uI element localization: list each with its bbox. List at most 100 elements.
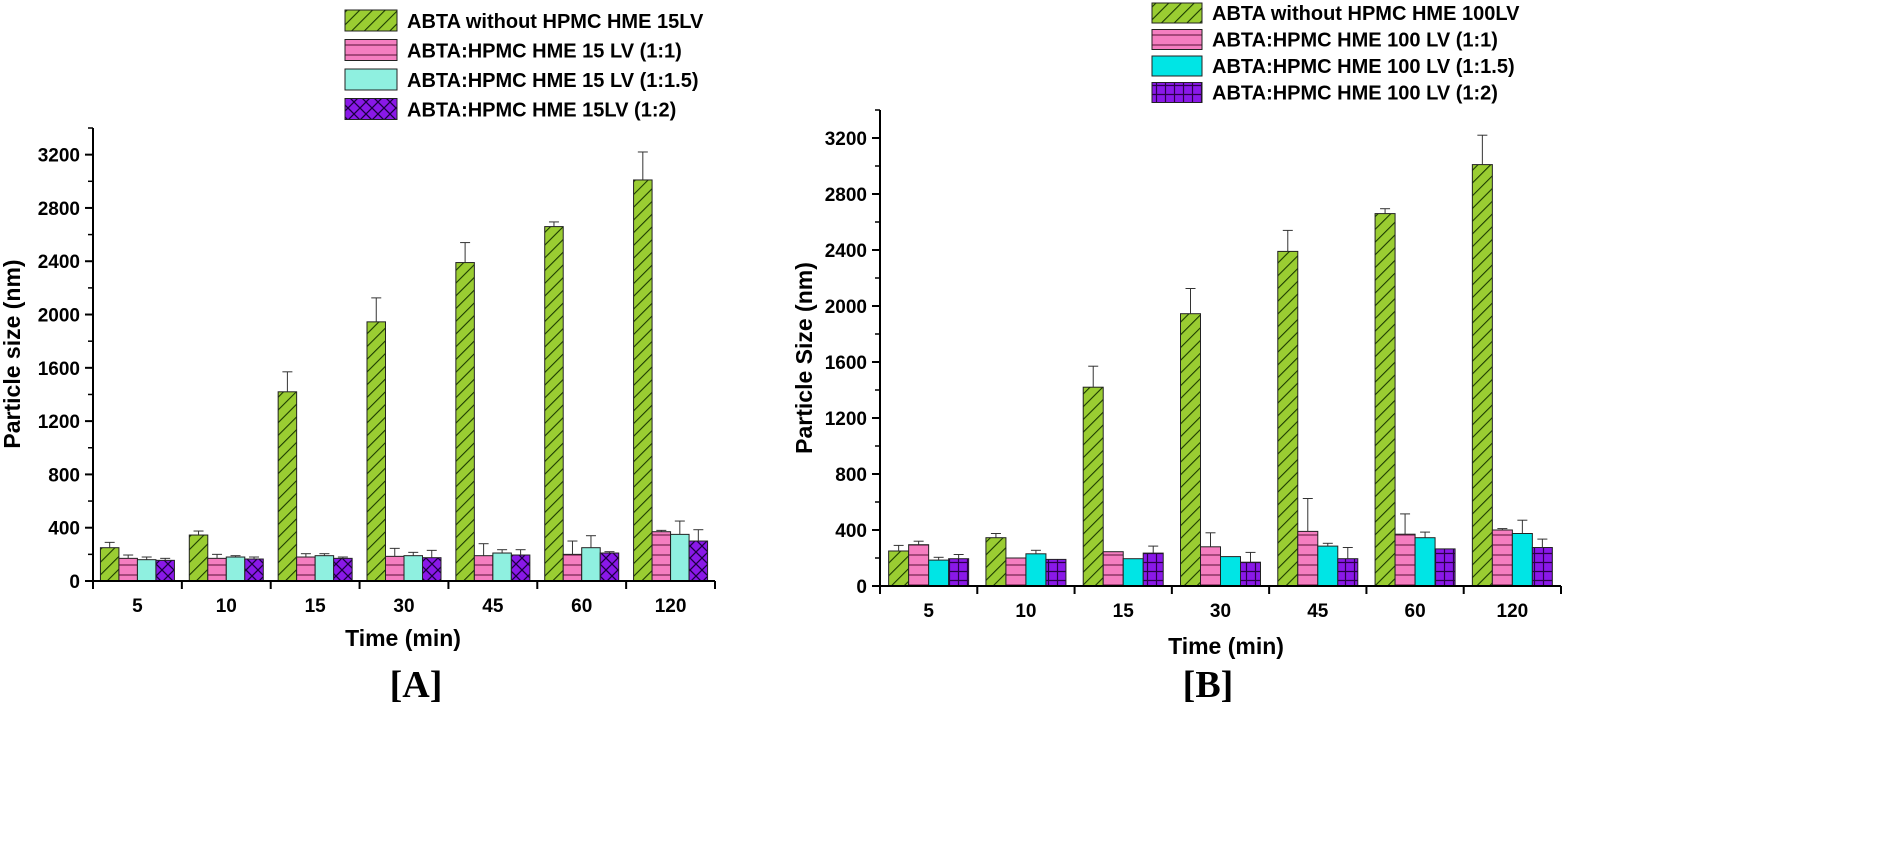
panel-b-bar-abta-without-hpmc-hme-100lv-t60-error-bar	[1380, 208, 1391, 214]
panel-b-bar-abta-without-hpmc-hme-100lv-t45-error-bar	[1282, 229, 1293, 252]
panel-a-bar-abta-hpmc-hme-15lv-1-2-t60	[599, 552, 620, 582]
panel-b-bar-abta-without-hpmc-hme-100lv-t60-hatch	[1375, 213, 1396, 586]
panel-b-bar-abta-without-hpmc-hme-100lv-t15-error-bar	[1088, 365, 1099, 388]
panel-a-bar-abta-hpmc-hme-15-lv-1-1-t30-error-bar	[389, 547, 400, 557]
panel-a-bar-abta-hpmc-hme-15-lv-1-1-5-t10-error-bar	[230, 555, 241, 558]
panel-a-bar-abta-hpmc-hme-15-lv-1-1-t15-hatch	[296, 557, 316, 581]
panel-b-bar-abta-hpmc-hme-100-lv-1-1-5-t45-fill	[1317, 546, 1338, 586]
panel-b-bar-abta-without-hpmc-hme-100lv-t120	[1471, 164, 1493, 587]
panel-a-bar-abta-hpmc-hme-15-lv-1-1-t10	[207, 557, 227, 582]
panel-a-bar-abta-without-hpmc-hme-15lv-t30-hatch	[367, 321, 386, 581]
panel-a-legend-swatch-abta-hpmc-hme-15lv-1-2-hatch	[345, 98, 397, 120]
panel-b-bar-abta-hpmc-hme-100-lv-1-1-t15-hatch	[1103, 551, 1124, 586]
panel-b-bar-abta-hpmc-hme-100-lv-1-1-t15	[1102, 551, 1124, 587]
panel-a-y-tick-label-1200: 1200	[38, 412, 80, 433]
panel-a-y-tick-label-1600: 1600	[38, 359, 80, 380]
panel-b-bar-abta-hpmc-hme-100-lv-1-1-5-t10-fill	[1025, 553, 1046, 586]
panel-a-bar-abta-hpmc-hme-15-lv-1-1-5-t10-fill	[226, 557, 245, 581]
panel-b-bar-abta-hpmc-hme-100-lv-1-1-5-t15	[1122, 558, 1144, 587]
panel-a-legend-swatch-abta-without-hpmc-hme-15lv-outline	[344, 9, 398, 32]
panel-a-bar-abta-without-hpmc-hme-15lv-t120	[633, 179, 653, 582]
panel-a-bar-abta-without-hpmc-hme-15lv-t5	[99, 547, 120, 582]
panel-b-bar-abta-hpmc-hme-100-lv-1-2-t5-error-bar	[953, 554, 964, 559]
panel-a-y-tick-label-400: 400	[48, 519, 80, 540]
panel-b-bar-abta-hpmc-hme-100-lv-1-1-t10	[1005, 557, 1027, 587]
panel-a-x-tick-label-5: 5	[132, 596, 143, 617]
panel-a-bar-abta-hpmc-hme-15-lv-1-1-t30	[385, 555, 405, 582]
panel-b-legend-swatch-abta-hpmc-hme-100-lv-1-1-outline	[1151, 29, 1203, 50]
panel-b-bar-abta-hpmc-hme-100-lv-1-1-t45-error-bar	[1302, 498, 1313, 532]
panel-a-legend: ABTA without HPMC HME 15LV ABTA:HPMC HME …	[344, 9, 704, 122]
panel-a-legend-swatch-abta-hpmc-hme-15-lv-1-1	[344, 39, 398, 61]
panel-a-label: [A]	[390, 664, 443, 706]
panel-b-legend-item-abta-without-hpmc-hme-100lv: ABTA without HPMC HME 100LV	[1151, 2, 1520, 25]
panel-b-bar-abta-hpmc-hme-100-lv-1-1-5-t5-fill	[928, 560, 949, 586]
panel-a-bar-abta-without-hpmc-hme-15lv-t15-error-bar	[282, 371, 293, 392]
panel-b-bar-abta-hpmc-hme-100-lv-1-2-t45-hatch	[1337, 558, 1358, 586]
panel-b-y-tick-label-2000: 2000	[825, 297, 867, 318]
panel-b-y-tick-label-0: 0	[856, 577, 867, 598]
panel-b-bar-abta-without-hpmc-hme-100lv-t10-error-bar	[990, 533, 1001, 538]
panel-b-bar-abta-hpmc-hme-100-lv-1-1-5-t45	[1317, 545, 1339, 587]
panel-a-bar-abta-without-hpmc-hme-15lv-t60-hatch	[544, 226, 564, 581]
panel-b-legend-label-abta-without-hpmc-hme-100lv: ABTA without HPMC HME 100LV	[1212, 3, 1520, 25]
panel-b-bar-abta-without-hpmc-hme-100lv-t15	[1082, 386, 1104, 587]
panel-a-x-tick-label-10: 10	[216, 596, 237, 617]
panel-b-legend-swatch-abta-without-hpmc-hme-100lv-hatch	[1152, 3, 1202, 23]
panel-a-bar-abta-without-hpmc-hme-15lv-t60	[544, 226, 564, 582]
panel-a-bars	[99, 151, 709, 582]
panel-a-bar-abta-hpmc-hme-15-lv-1-1-t45	[473, 555, 494, 582]
panel-a-bar-abta-hpmc-hme-15lv-1-2-t10	[244, 558, 264, 582]
panel-a-bar-abta-hpmc-hme-15-lv-1-1-t30-hatch	[385, 556, 404, 581]
panel-a-y-tick-label-0: 0	[69, 572, 80, 593]
panel-a-bar-abta-hpmc-hme-15lv-1-2-t5-hatch	[155, 560, 175, 581]
panel-a-bar-abta-without-hpmc-hme-15lv-t45-hatch	[455, 262, 475, 581]
panel-a-bar-abta-hpmc-hme-15lv-1-2-t120	[688, 540, 709, 582]
panel-a-bar-abta-hpmc-hme-15-lv-1-1-5-t15-error-bar	[319, 553, 330, 556]
panel-b-bar-abta-without-hpmc-hme-100lv-t5	[888, 550, 910, 587]
panel-a-legend-swatch-abta-without-hpmc-hme-15lv-hatch	[345, 10, 397, 31]
panel-a-bar-abta-without-hpmc-hme-15lv-t5-hatch	[100, 547, 119, 581]
panel-a-x-tick-label-60: 60	[571, 596, 592, 617]
panel-a-bar-abta-hpmc-hme-15-lv-1-1-t45-error-bar	[478, 543, 489, 556]
panel-b-bar-abta-hpmc-hme-100-lv-1-2-t120	[1531, 547, 1553, 587]
panel-a-legend-swatch-abta-hpmc-hme-15-lv-1-1-5-fill	[345, 69, 397, 90]
panel-b-bar-abta-hpmc-hme-100-lv-1-1-t30	[1200, 546, 1221, 587]
panel-a-bar-abta-hpmc-hme-15-lv-1-1-5-t45	[492, 552, 512, 582]
panel-b-bar-abta-without-hpmc-hme-100lv-t10-hatch	[985, 537, 1006, 586]
panel-a-bar-abta-hpmc-hme-15-lv-1-1-t120	[651, 531, 672, 582]
panel-a-bar-abta-hpmc-hme-15-lv-1-1-5-t120-error-bar	[674, 520, 685, 535]
panel-a-legend-item-abta-hpmc-hme-15-lv-1-1-5: ABTA:HPMC HME 15 LV (1:1.5)	[344, 68, 699, 92]
panel-b-bar-abta-without-hpmc-hme-100lv-t30-hatch	[1180, 313, 1201, 586]
panel-b: 0 400 800 1200 1600 2000 2400 2800 3200 5 10 15 30 45…	[791, 2, 1562, 706]
panel-b-legend-swatch-abta-hpmc-hme-100-lv-1-1-5-outline	[1151, 55, 1203, 77]
panel-a-bar-abta-hpmc-hme-15lv-1-2-t30-error-bar	[426, 549, 437, 558]
panel-b-bar-abta-hpmc-hme-100-lv-1-1-t120-hatch	[1492, 530, 1513, 586]
panel-a-bar-abta-without-hpmc-hme-15lv-t5-error-bar	[104, 541, 115, 548]
panel-a-bar-abta-hpmc-hme-15lv-1-2-t45-hatch	[511, 555, 530, 581]
panel-b-bar-abta-hpmc-hme-100-lv-1-2-t45-error-bar	[1342, 547, 1353, 559]
panel-b-bar-abta-without-hpmc-hme-100lv-t120-error-bar	[1477, 134, 1488, 165]
panel-a-bar-abta-without-hpmc-hme-15lv-t15	[277, 391, 298, 582]
panel-b-bar-abta-hpmc-hme-100-lv-1-1-t60	[1394, 533, 1416, 587]
panel-b-bar-abta-hpmc-hme-100-lv-1-1-5-t60-fill	[1415, 537, 1436, 586]
panel-a-bar-abta-without-hpmc-hme-15lv-t10-error-bar	[193, 530, 204, 536]
panel-b-bar-abta-hpmc-hme-100-lv-1-2-t15-error-bar	[1148, 545, 1159, 554]
panel-a-bar-abta-hpmc-hme-15-lv-1-1-t45-hatch	[474, 555, 493, 581]
panel-b-y-tick-label-800: 800	[835, 465, 867, 486]
panel-a-x-tick-label-15: 15	[305, 596, 327, 617]
panel-b-x-axis-title: Time (min)	[1168, 633, 1284, 659]
panel-b-label: [B]	[1183, 664, 1234, 706]
panel-a-bar-abta-without-hpmc-hme-15lv-t60-error-bar	[548, 221, 559, 227]
panel-b-bar-abta-hpmc-hme-100-lv-1-2-t45	[1337, 558, 1359, 587]
panel-a-x-tick-label-120: 120	[655, 596, 687, 617]
panel-a-bar-abta-hpmc-hme-15-lv-1-1-5-t120-fill	[670, 534, 690, 581]
panel-a-y-tick-label-2400: 2400	[38, 252, 80, 273]
panel-a-legend-item-abta-without-hpmc-hme-15lv: ABTA without HPMC HME 15LV	[344, 9, 704, 33]
panel-b-bar-abta-hpmc-hme-100-lv-1-2-t120-hatch	[1532, 547, 1553, 586]
panel-b-bar-abta-hpmc-hme-100-lv-1-1-t30-hatch	[1200, 546, 1221, 586]
panel-b-legend-swatch-abta-hpmc-hme-100-lv-1-1	[1151, 29, 1203, 50]
panel-b-bar-abta-hpmc-hme-100-lv-1-1-t120-error-bar	[1497, 528, 1508, 530]
panel-b-bar-abta-hpmc-hme-100-lv-1-1-t45	[1297, 530, 1319, 587]
